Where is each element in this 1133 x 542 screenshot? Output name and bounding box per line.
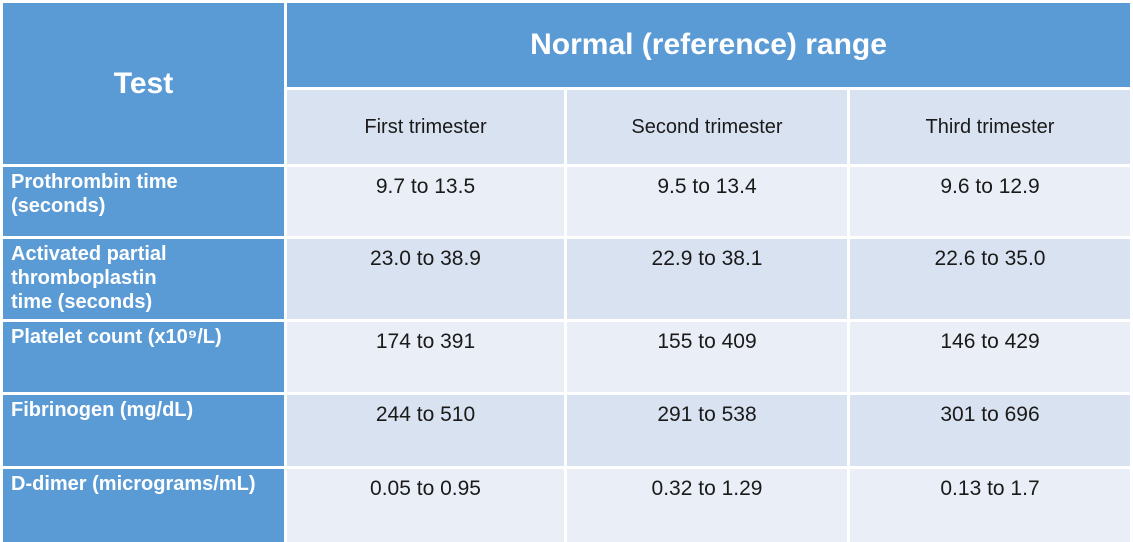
row-header-fibrinogen: Fibrinogen (mg/dL)	[3, 395, 284, 466]
column-header-second-trimester: Second trimester	[567, 90, 847, 164]
value-cell: 146 to 429	[850, 322, 1131, 392]
value-cell: 174 to 391	[287, 322, 564, 392]
row-header-platelet-count: Platelet count (x10⁹/L)	[3, 322, 284, 392]
table-row: Activated partial thromboplastin time (s…	[3, 239, 1131, 319]
header-row: Test Normal (reference) range	[3, 3, 1131, 164]
column-header-third-trimester: Third trimester	[850, 90, 1131, 164]
value-cell: 291 to 538	[567, 395, 847, 466]
table-row: D-dimer (micrograms/mL) 0.05 to 0.95 0.3…	[3, 469, 1131, 542]
value-cell: 9.6 to 12.9	[850, 167, 1131, 236]
test-column-header: Test	[3, 3, 284, 164]
table-row: Fibrinogen (mg/dL) 244 to 510 291 to 538…	[3, 395, 1131, 466]
normal-range-group-header: Normal (reference) range	[287, 3, 1131, 87]
value-cell: 301 to 696	[850, 395, 1131, 466]
value-cell: 9.5 to 13.4	[567, 167, 847, 236]
value-cell: 155 to 409	[567, 322, 847, 392]
value-cell: 0.32 to 1.29	[567, 469, 847, 542]
value-cell: 9.7 to 13.5	[287, 167, 564, 236]
value-cell: 244 to 510	[287, 395, 564, 466]
value-cell: 0.13 to 1.7	[850, 469, 1131, 542]
row-header-activated-partial-thromboplastin-time: Activated partial thromboplastin time (s…	[3, 239, 284, 319]
value-cell: 22.6 to 35.0	[850, 239, 1131, 319]
column-header-first-trimester: First trimester	[287, 90, 564, 164]
subheader-row: First trimester Second trimester Third t…	[3, 90, 1131, 164]
row-header-prothrombin-time: Prothrombin time (seconds)	[3, 167, 284, 236]
table-row: Platelet count (x10⁹/L) 174 to 391 155 t…	[3, 322, 1131, 392]
table-row: Prothrombin time (seconds) 9.7 to 13.5 9…	[3, 167, 1131, 236]
value-cell: 22.9 to 38.1	[567, 239, 847, 319]
row-header-d-dimer: D-dimer (micrograms/mL)	[3, 469, 284, 542]
value-cell: 0.05 to 0.95	[287, 469, 564, 542]
value-cell: 23.0 to 38.9	[287, 239, 564, 319]
